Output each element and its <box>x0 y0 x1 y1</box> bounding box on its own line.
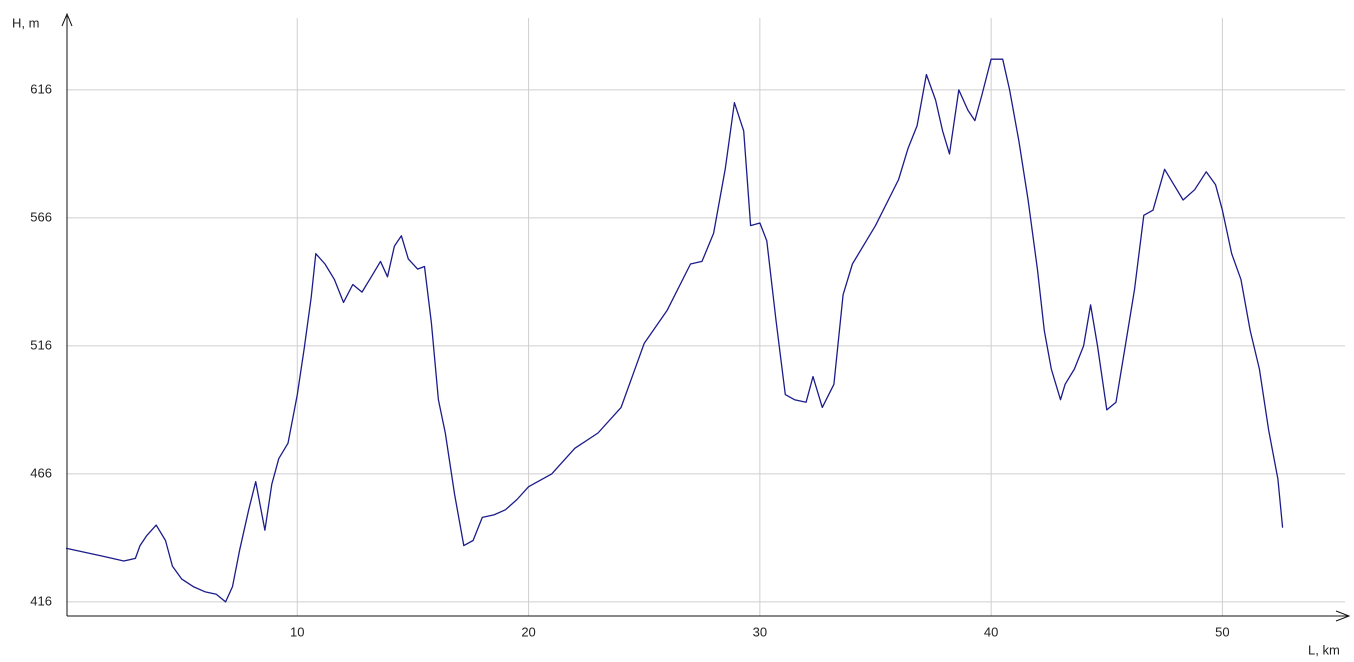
x-tick-label: 50 <box>1215 624 1229 639</box>
x-tick-label: 10 <box>290 624 304 639</box>
x-axis <box>67 610 1351 622</box>
y-tick-label: 466 <box>30 465 52 480</box>
grid <box>67 18 1345 616</box>
y-axis <box>61 12 73 616</box>
x-axis-label: L, km <box>1308 642 1340 657</box>
y-tick-label: 416 <box>30 593 52 608</box>
x-tick-label: 40 <box>984 624 998 639</box>
y-tick-label: 616 <box>30 81 52 96</box>
y-tick-label: 566 <box>30 209 52 224</box>
x-tick-label: 20 <box>521 624 535 639</box>
elevation-line <box>65 58 1284 603</box>
y-axis-label: H, m <box>12 15 39 30</box>
y-tick-label: 516 <box>30 337 52 352</box>
x-tick-label: 30 <box>753 624 767 639</box>
